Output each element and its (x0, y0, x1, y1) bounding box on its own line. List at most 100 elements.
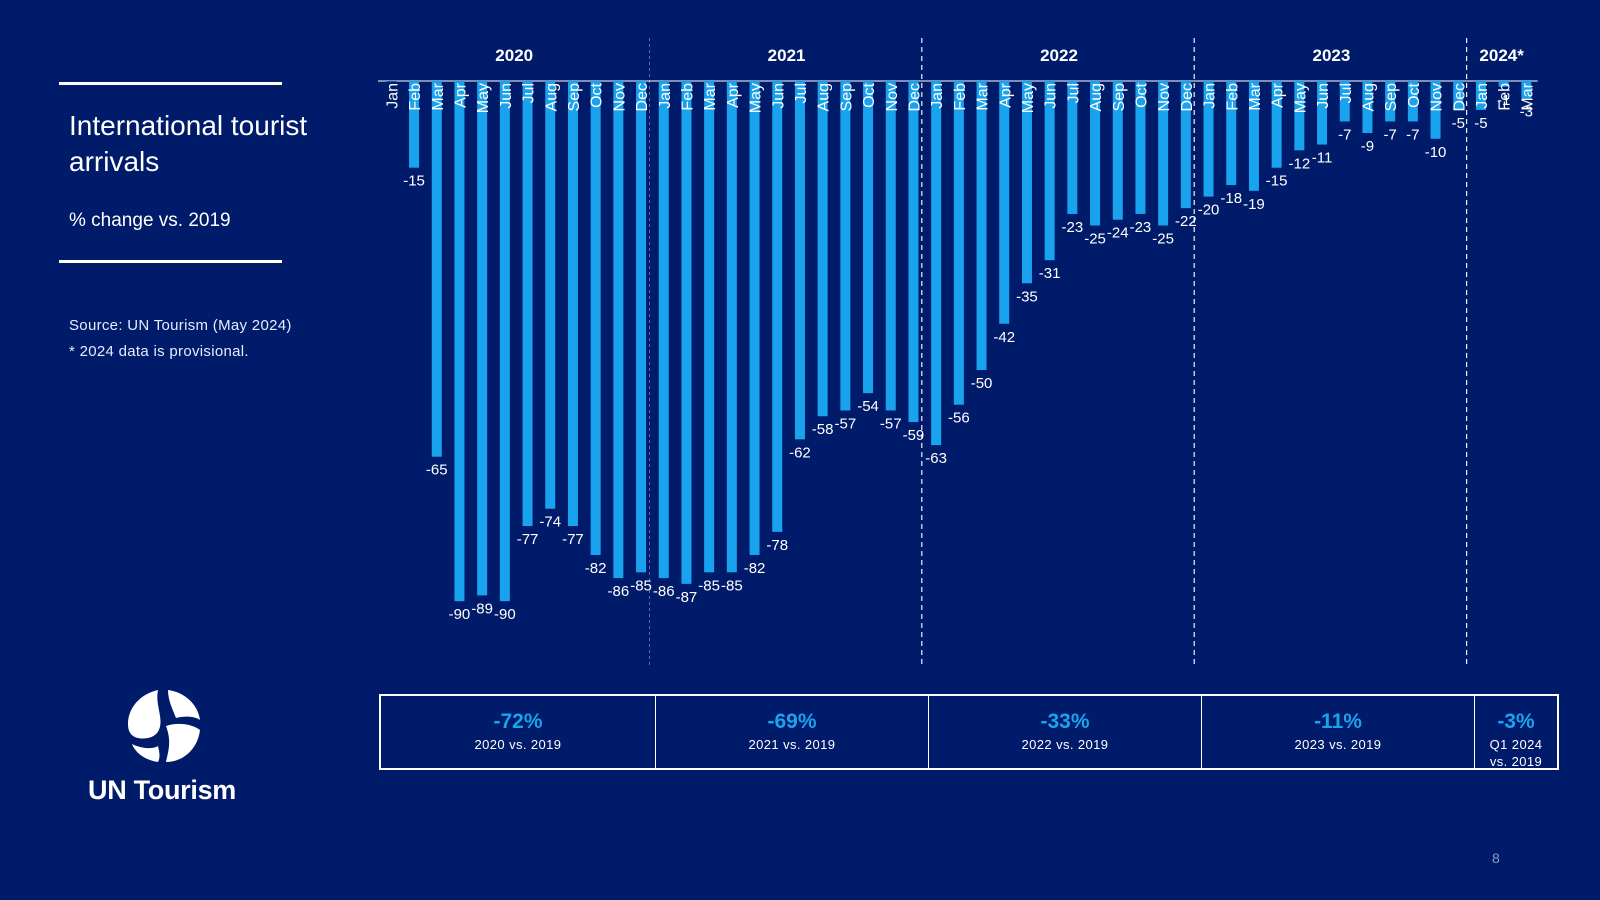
month-label: Jan (384, 83, 401, 109)
summary-value: -33% (1040, 710, 1090, 733)
month-label: Mar (702, 82, 719, 110)
data-label: -7 (1383, 126, 1396, 143)
bar (1021, 81, 1032, 284)
month-label: Apr (997, 82, 1014, 108)
bar (1226, 81, 1237, 186)
summary-label: 2023 vs. 2019 (1294, 737, 1382, 752)
bar (499, 81, 510, 602)
data-label: -23 (1130, 219, 1152, 236)
summary-cell-2023: -11% 2023 vs. 2019 (1202, 696, 1475, 768)
data-label: -82 (585, 560, 607, 577)
bar (817, 81, 828, 417)
bar (885, 81, 896, 411)
bar (999, 81, 1010, 324)
data-label: -77 (517, 531, 539, 548)
un-tourism-logo-icon (128, 690, 200, 762)
month-label: Jun (498, 83, 515, 109)
bar (1317, 81, 1328, 145)
month-label: Dec (1179, 83, 1196, 111)
month-label: Jan (1474, 83, 1491, 109)
month-label: Feb (1224, 83, 1241, 111)
month-label: May (1292, 83, 1309, 113)
data-label: -56 (948, 410, 970, 427)
data-label: -85 (721, 577, 743, 594)
month-label: May (1020, 83, 1037, 113)
data-label: -42 (993, 329, 1015, 346)
summary-value: -3% (1497, 710, 1535, 733)
data-label: -89 (471, 600, 493, 617)
data-label: -18 (1220, 190, 1242, 207)
data-label: -54 (857, 398, 879, 415)
data-label: -22 (1175, 213, 1197, 230)
bar (477, 81, 488, 596)
month-label: Jun (1315, 83, 1332, 109)
bar (863, 81, 874, 394)
month-label: Sep (1111, 83, 1128, 112)
data-label: -7 (1406, 126, 1419, 143)
source-note: Source: UN Tourism (May 2024) (69, 317, 292, 334)
month-label: Mar (1247, 82, 1264, 110)
data-label: -25 (1084, 231, 1106, 248)
bar (1430, 81, 1441, 139)
month-label: Jan (657, 83, 674, 109)
data-label: -86 (653, 583, 675, 600)
summary-cell-2021: -69% 2021 vs. 2019 (656, 696, 929, 768)
summary-value: -69% (767, 710, 817, 733)
month-label: Nov (611, 83, 628, 111)
month-label: Aug (1088, 83, 1105, 111)
title-top-rule (59, 82, 282, 85)
data-label: -74 (539, 514, 561, 531)
data-label: -85 (698, 577, 720, 594)
provisional-footnote: * 2024 data is provisional. (69, 343, 249, 360)
year-label: 2023 (1312, 46, 1350, 65)
data-label: -85 (630, 577, 652, 594)
bar (976, 81, 987, 370)
month-label: Aug (816, 83, 833, 111)
summary-label: Q1 2024 vs. 2019 (1489, 737, 1543, 769)
month-label: Sep (1383, 83, 1400, 112)
summary-label: 2022 vs. 2019 (1021, 737, 1109, 752)
data-label: -50 (971, 375, 993, 392)
month-label: Sep (566, 83, 583, 112)
bar (749, 81, 760, 555)
month-label: Jan (1202, 83, 1219, 109)
data-label: -12 (1289, 155, 1311, 172)
month-label: Apr (725, 82, 742, 108)
bar (1180, 81, 1191, 209)
bar (1498, 81, 1509, 87)
bar (636, 81, 647, 573)
data-label: -9 (1361, 138, 1374, 155)
month-label: Feb (679, 83, 696, 111)
data-label: -23 (1062, 219, 1084, 236)
month-label: Feb (407, 83, 424, 111)
bar (1112, 81, 1123, 220)
bar (590, 81, 601, 555)
bar (726, 81, 737, 573)
data-label: -10 (1425, 144, 1447, 161)
bar (681, 81, 692, 584)
bar (431, 81, 442, 457)
data-label: -5 (1474, 115, 1487, 132)
bar (1521, 81, 1532, 99)
bar (772, 81, 783, 532)
data-label: -90 (449, 606, 471, 623)
bar (658, 81, 669, 579)
bar (1158, 81, 1169, 226)
data-label: -25 (1152, 231, 1174, 248)
bar (567, 81, 578, 527)
data-label: -57 (835, 415, 857, 432)
summary-table: -72% 2020 vs. 2019 -69% 2021 vs. 2019 -3… (379, 694, 1559, 770)
month-label: Aug (1360, 83, 1377, 111)
data-label: -20 (1198, 202, 1220, 219)
summary-cell-2020: -72% 2020 vs. 2019 (381, 696, 656, 768)
data-label: -7 (1338, 126, 1351, 143)
data-label: -24 (1107, 225, 1129, 242)
data-label: -35 (1016, 288, 1038, 305)
summary-cell-2022: -33% 2022 vs. 2019 (929, 696, 1202, 768)
month-label: Dec (1451, 83, 1468, 111)
data-label: -58 (812, 421, 834, 438)
month-label: Apr (452, 82, 469, 108)
page-number: 8 (1492, 850, 1500, 866)
bar (1090, 81, 1101, 226)
data-label: -82 (744, 560, 766, 577)
